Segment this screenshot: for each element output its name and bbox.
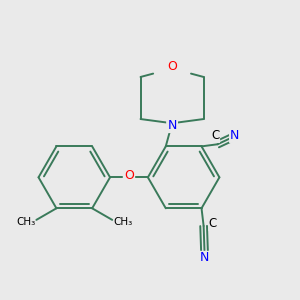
Text: N: N (230, 129, 239, 142)
Text: O: O (167, 60, 177, 73)
Text: N: N (200, 251, 209, 264)
Text: N: N (167, 119, 177, 132)
Text: CH₃: CH₃ (113, 217, 132, 227)
Text: C: C (209, 218, 217, 230)
Text: O: O (124, 169, 134, 182)
Text: CH₃: CH₃ (16, 217, 35, 227)
Text: C: C (211, 129, 220, 142)
